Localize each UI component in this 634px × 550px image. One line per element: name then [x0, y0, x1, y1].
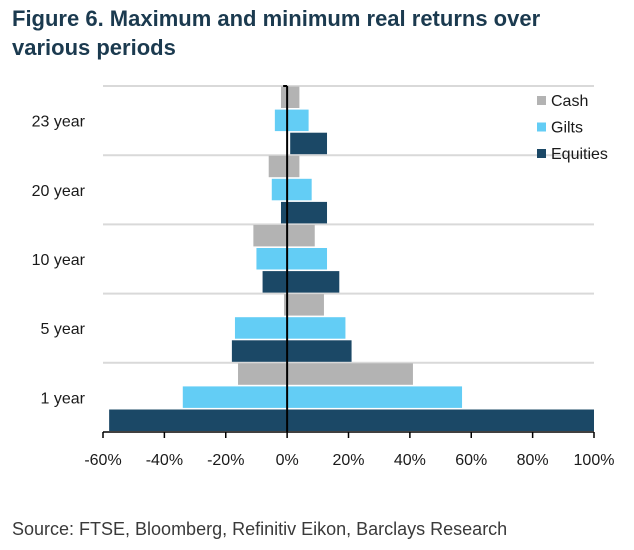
- bar-equities-23-year: [290, 132, 328, 155]
- bar-gilts-20-year: [271, 178, 312, 201]
- legend: Cash Gilts Equities: [537, 93, 608, 163]
- bar-gilts-23-year: [274, 109, 309, 132]
- bar-equities-5-year: [231, 340, 352, 362]
- x-tick-label: -40%: [146, 452, 183, 469]
- bar-cash-20-year: [268, 155, 300, 178]
- legend-label-gilts: Gilts: [551, 120, 583, 137]
- x-tick-label: 0%: [276, 452, 299, 469]
- category-label: 23 year: [32, 114, 86, 131]
- bar-equities-10-year: [262, 271, 340, 293]
- chart: 1 year 5 year 10 year 20 year 23 year -60% -4…: [32, 85, 614, 469]
- x-tick-labels: -60% -40% -20% 0% 20% 40% 60% 80% 100%: [84, 452, 614, 469]
- category-labels: 1 year 5 year 10 year 20 year 23 year: [32, 114, 86, 408]
- x-tick-label: 20%: [332, 452, 364, 469]
- legend-label-equities: Equities: [551, 146, 608, 163]
- bar-gilts-5-year: [234, 317, 346, 339]
- bar-cash-23-year: [280, 86, 300, 108]
- bar-equities-1-year: [109, 409, 594, 431]
- x-tick-label: -20%: [207, 452, 244, 469]
- gridlines: [103, 85, 594, 364]
- bar-cash-1-year: [238, 363, 413, 385]
- bar-gilts-1-year: [182, 386, 463, 408]
- x-tick-label: 60%: [455, 452, 487, 469]
- legend-swatch-cash: [537, 96, 546, 105]
- bar-cash-5-year: [284, 294, 324, 316]
- category-label: 1 year: [41, 390, 86, 407]
- axes: [102, 85, 595, 438]
- bar-equities-20-year: [280, 201, 328, 224]
- category-label: 20 year: [32, 183, 86, 200]
- source-note: Source: FTSE, Bloomberg, Refinitiv Eikon…: [12, 519, 508, 539]
- x-tick-label: 80%: [517, 452, 549, 469]
- legend-swatch-gilts: [537, 122, 546, 132]
- bar-cash-10-year: [253, 224, 315, 247]
- legend-label-cash: Cash: [551, 93, 588, 110]
- x-tick-label: -60%: [84, 452, 121, 469]
- category-label: 10 year: [32, 252, 86, 269]
- bar-gilts-10-year: [256, 248, 328, 270]
- category-label: 5 year: [41, 321, 86, 338]
- bars: [109, 86, 594, 431]
- x-tick-label: 100%: [574, 452, 615, 469]
- legend-swatch-equities: [537, 149, 546, 158]
- x-tick-label: 40%: [394, 452, 426, 469]
- chart-title: Figure 6. Maximum and minimum real retur…: [12, 6, 541, 60]
